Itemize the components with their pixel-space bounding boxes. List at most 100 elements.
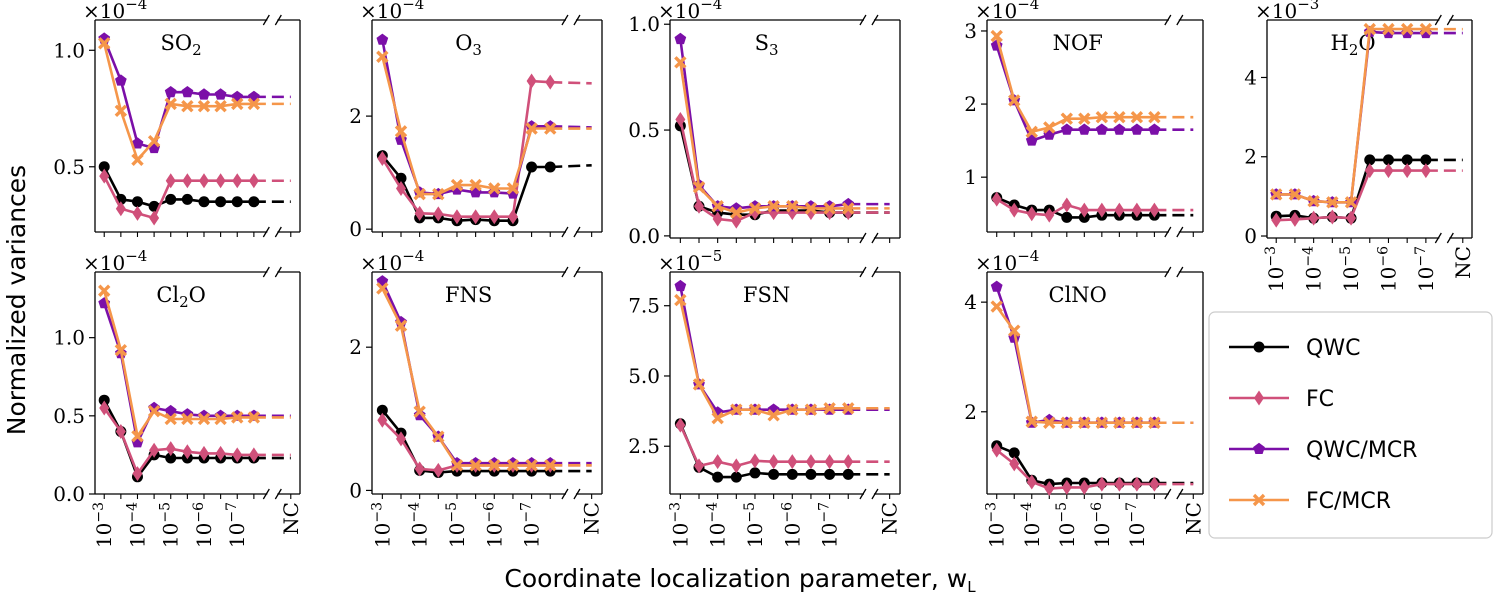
series-line bbox=[679, 62, 849, 214]
data-point bbox=[805, 468, 817, 480]
series-qwc bbox=[98, 161, 291, 212]
y-tick-label: 0.5 bbox=[53, 155, 85, 179]
series-qwc bbox=[376, 404, 592, 479]
data-point bbox=[1327, 209, 1338, 225]
axis-break-mark bbox=[573, 488, 581, 500]
series-line bbox=[381, 79, 551, 218]
axis-break-mark bbox=[859, 14, 867, 26]
panel-title: FSN bbox=[743, 283, 790, 307]
axis-break-mark bbox=[262, 226, 270, 238]
data-point bbox=[114, 104, 128, 118]
data-point bbox=[1095, 123, 1108, 135]
data-point bbox=[1363, 22, 1376, 36]
y-tick-label: 4 bbox=[1244, 65, 1257, 89]
data-point bbox=[525, 122, 538, 135]
data-point bbox=[525, 459, 538, 472]
data-point bbox=[991, 442, 1002, 458]
legend-entry-fc: FC bbox=[1229, 387, 1334, 412]
data-point bbox=[804, 202, 818, 215]
data-point bbox=[414, 205, 425, 221]
y-tick-label: 2 bbox=[349, 335, 362, 359]
panel-s3: 0.00.51.0×10−4S3 bbox=[628, 0, 901, 248]
x-tick-label: 10−3 bbox=[1263, 246, 1288, 292]
data-point bbox=[1148, 111, 1161, 124]
data-point bbox=[182, 444, 193, 460]
axis-break-mark bbox=[1164, 226, 1172, 238]
data-point bbox=[1400, 22, 1414, 36]
data-point bbox=[843, 454, 854, 470]
data-point bbox=[768, 468, 780, 480]
data-point bbox=[376, 282, 389, 295]
data-point bbox=[712, 454, 723, 470]
data-point bbox=[469, 459, 482, 472]
axis-break-mark bbox=[262, 14, 270, 26]
data-point bbox=[1130, 111, 1144, 124]
series-line bbox=[679, 299, 849, 420]
series-fc bbox=[99, 168, 291, 226]
data-point bbox=[413, 187, 426, 201]
data-point bbox=[1364, 154, 1376, 166]
series-fc-mcr bbox=[376, 282, 592, 472]
series-line bbox=[995, 449, 1155, 490]
data-point bbox=[450, 178, 464, 192]
panel-title: S3 bbox=[755, 31, 779, 59]
x-tick-label: 10−7 bbox=[224, 502, 249, 548]
data-point bbox=[786, 468, 798, 480]
data-point bbox=[181, 99, 194, 113]
x-tick-label: 10−5 bbox=[1338, 246, 1363, 292]
x-tick-label: 10−5 bbox=[444, 502, 469, 548]
y-tick-label: 4 bbox=[964, 290, 977, 314]
series-line bbox=[103, 175, 254, 220]
y-tick-label: 2 bbox=[1244, 145, 1257, 169]
data-point bbox=[1044, 207, 1055, 223]
data-point bbox=[1344, 196, 1358, 209]
series-line bbox=[381, 39, 551, 196]
data-point bbox=[1061, 197, 1072, 213]
series-line bbox=[381, 280, 551, 465]
data-point bbox=[1131, 202, 1142, 218]
series-fc-mcr bbox=[376, 50, 592, 201]
axis-break-mark bbox=[274, 266, 282, 278]
x-tick-label: 10−7 bbox=[817, 502, 842, 548]
data-point bbox=[544, 122, 557, 135]
data-point bbox=[197, 412, 211, 426]
y-tick-label: 0 bbox=[349, 478, 362, 502]
series-line bbox=[996, 444, 1155, 486]
data-point bbox=[1149, 476, 1160, 492]
data-point bbox=[823, 202, 836, 215]
data-point bbox=[1113, 111, 1126, 124]
legend-marker bbox=[1252, 493, 1266, 507]
series-line bbox=[679, 38, 849, 210]
series-qwc-mcr bbox=[990, 39, 1194, 146]
data-point bbox=[1113, 416, 1126, 429]
data-point bbox=[805, 454, 816, 470]
x-tick-label: 10−6 bbox=[191, 502, 216, 548]
data-point bbox=[131, 196, 143, 208]
plot-frame bbox=[669, 271, 901, 495]
data-point bbox=[395, 172, 407, 184]
data-point bbox=[469, 178, 482, 192]
data-point bbox=[767, 200, 780, 213]
data-point bbox=[1149, 202, 1160, 218]
data-point bbox=[98, 161, 110, 173]
x-tick-label: 10−4 bbox=[407, 502, 432, 548]
data-point bbox=[1009, 202, 1020, 218]
axis-break-mark bbox=[871, 232, 879, 244]
series-fc-mcr bbox=[674, 56, 890, 219]
axis-break-mark bbox=[1434, 232, 1442, 244]
data-point bbox=[675, 417, 686, 433]
series-line bbox=[996, 197, 1155, 217]
data-point bbox=[749, 467, 761, 479]
data-point bbox=[1008, 324, 1021, 337]
data-point bbox=[214, 88, 227, 100]
data-point bbox=[1270, 188, 1283, 201]
series-line-dashed bbox=[550, 163, 592, 169]
legend-entry-fc-mcr: FC/MCR bbox=[1229, 489, 1391, 514]
data-point bbox=[1148, 123, 1161, 135]
data-point bbox=[181, 193, 193, 205]
series-fc-mcr bbox=[990, 300, 1194, 429]
axis-break-mark bbox=[573, 266, 581, 278]
data-point bbox=[1008, 94, 1021, 107]
plot-frame bbox=[986, 19, 1204, 233]
